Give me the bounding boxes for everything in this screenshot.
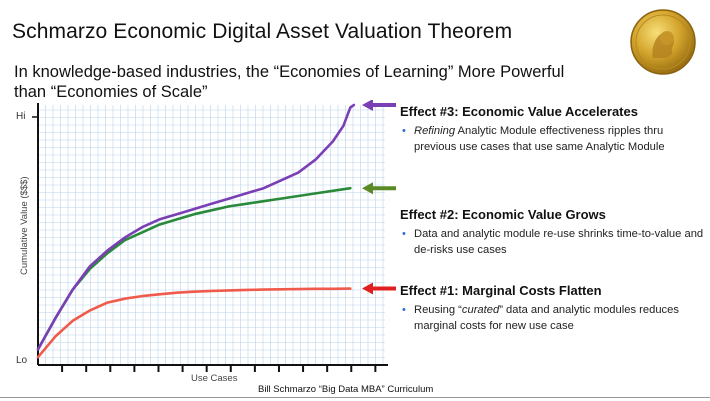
series-line-1 <box>36 103 356 351</box>
bottom-divider <box>0 397 710 398</box>
effect-2: Effect #2: Economic Value Grows • Data a… <box>400 207 705 258</box>
plot-background <box>38 105 385 365</box>
y-tick-lo: Lo <box>16 355 28 366</box>
effect-arrows <box>362 100 396 295</box>
y-tick-hi: Hi <box>16 111 25 122</box>
series-line-3 <box>36 287 352 359</box>
effect-1-text-post: ” data and analytic modules reduces marg… <box>414 304 679 332</box>
slide-subtitle: In knowledge-based industries, the “Econ… <box>14 63 565 101</box>
slide-title: Schmarzo Economic Digital Asset Valuatio… <box>12 20 513 43</box>
effect-2-text: Data and analytic module re-use shrinks … <box>414 228 704 256</box>
chart-grid <box>37 105 385 366</box>
x-axis-label: Use Cases <box>191 373 238 384</box>
bullet-icon: • <box>402 125 406 137</box>
effect-2-bullet: • Data and analytic module re-use shrink… <box>400 226 705 258</box>
effect-1-title: Effect #1: Marginal Costs Flatten <box>400 283 602 298</box>
effect-3-bullet: • Refining Analytic Module effectiveness… <box>400 123 705 155</box>
effect-2-title: Effect #2: Economic Value Grows <box>400 207 606 222</box>
effect-2-arrow-head <box>362 182 373 195</box>
effect-1-emphasis: curated <box>461 304 500 316</box>
bullet-icon: • <box>402 304 406 316</box>
y-axis-label: Cumulative Value ($$$) <box>19 176 30 275</box>
nobel-medal-icon <box>630 9 696 75</box>
effect-3-emphasis: Refining <box>414 125 456 137</box>
effect-1-text-pre: Reusing “ <box>414 304 462 316</box>
bullet-icon: • <box>402 228 406 240</box>
value-chart: Hi Lo Cumulative Value ($$$) Use Cases <box>16 100 396 384</box>
series-line-2 <box>36 186 352 351</box>
effect-3-title: Effect #3: Economic Value Accelerates <box>400 104 638 119</box>
effect-1-bullet: • Reusing “curated” data and analytic mo… <box>400 302 705 334</box>
effect-3-arrow-head <box>362 100 373 111</box>
effect-1: Effect #1: Marginal Costs Flatten • Reus… <box>400 283 705 334</box>
chart-axes <box>32 103 388 372</box>
credit-line: Bill Schmarzo “Big Data MBA” Curriculum <box>258 384 434 395</box>
effect-3: Effect #3: Economic Value Accelerates • … <box>400 104 705 155</box>
chart-series <box>36 103 356 359</box>
effect-3-text: Analytic Module effectiveness ripples th… <box>414 125 665 153</box>
effect-1-arrow-head <box>362 282 373 295</box>
